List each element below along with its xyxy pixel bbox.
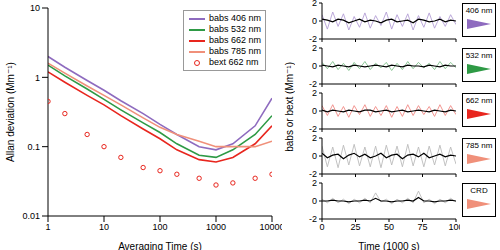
svg-text:0: 0 xyxy=(319,222,324,232)
html-text:bext 662 nm: bext 662 nm xyxy=(209,57,259,67)
svg-text:2: 2 xyxy=(312,135,317,143)
html-text:532 nm: 532 nm xyxy=(465,51,493,60)
svg-text:10000: 10000 xyxy=(259,222,282,232)
svg-text:Averaging Time (s): Averaging Time (s) xyxy=(118,241,202,250)
svg-text:10: 10 xyxy=(30,3,40,13)
svg-text:25: 25 xyxy=(350,222,360,232)
svg-text:0.1: 0.1 xyxy=(27,142,40,152)
html-text:babs 406 nm: babs 406 nm xyxy=(209,13,261,23)
svg-text:0: 0 xyxy=(312,196,317,206)
svg-text:0: 0 xyxy=(312,16,317,26)
html-text:babs 662 nm: babs 662 nm xyxy=(209,35,261,45)
html-text:785 nm: 785 nm xyxy=(465,141,493,150)
svg-text:-2: -2 xyxy=(309,79,317,89)
svg-text:0: 0 xyxy=(312,61,317,71)
svg-text:50: 50 xyxy=(384,222,394,232)
svg-text:0: 0 xyxy=(312,106,317,116)
html-text:babs 532 nm: babs 532 nm xyxy=(209,24,261,34)
svg-text:2: 2 xyxy=(312,180,317,188)
svg-text:100: 100 xyxy=(152,222,167,232)
svg-text:-2: -2 xyxy=(309,169,317,179)
svg-text:2: 2 xyxy=(312,90,317,98)
svg-text:0.01: 0.01 xyxy=(22,211,40,221)
svg-text:10: 10 xyxy=(99,222,109,232)
svg-text:2: 2 xyxy=(312,0,317,8)
svg-text:-2: -2 xyxy=(309,214,317,224)
svg-text:Time (1000 s): Time (1000 s) xyxy=(358,241,419,250)
svg-text:-2: -2 xyxy=(309,34,317,44)
svg-text:1: 1 xyxy=(45,222,50,232)
html-text:406 nm: 406 nm xyxy=(465,6,493,15)
svg-text:2: 2 xyxy=(312,45,317,53)
svg-text:0: 0 xyxy=(312,151,317,161)
svg-text:1000: 1000 xyxy=(206,222,226,232)
html-text:babs or bext (Mm⁻¹): babs or bext (Mm⁻¹) xyxy=(283,62,295,152)
html-text:662 nm: 662 nm xyxy=(465,96,493,105)
svg-text:100: 100 xyxy=(448,222,460,232)
html-text:babs 785 nm: babs 785 nm xyxy=(209,46,261,56)
svg-text:75: 75 xyxy=(417,222,427,232)
svg-text:1: 1 xyxy=(35,73,40,83)
svg-text:Allan deviation (Mm⁻¹): Allan deviation (Mm⁻¹) xyxy=(8,62,16,162)
svg-text:-2: -2 xyxy=(309,124,317,134)
html-text:CRD: CRD xyxy=(470,186,488,195)
